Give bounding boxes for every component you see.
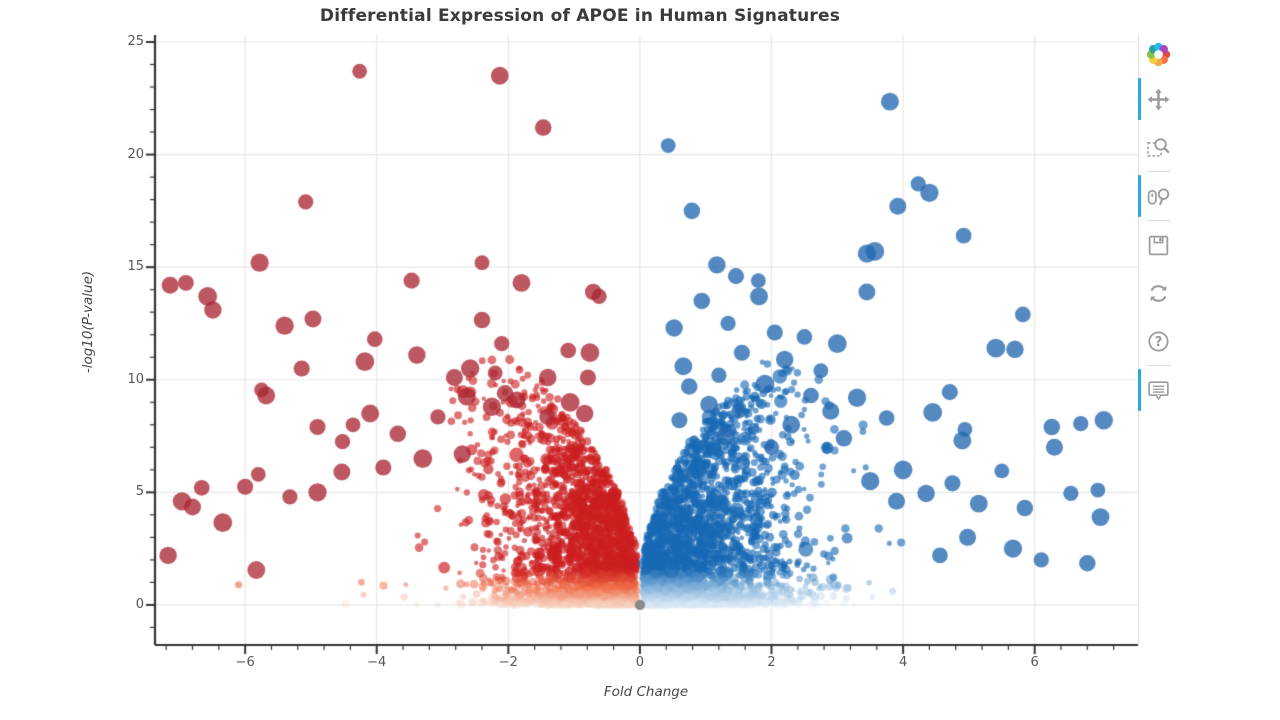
y-axis-title: -log10(P-value)	[80, 270, 96, 374]
tool-hover-button[interactable]	[1146, 378, 1171, 403]
tool-wheel-zoom-button-cell	[1138, 172, 1178, 220]
move-icon	[1147, 88, 1169, 110]
plot-toolbar: ?	[1138, 33, 1180, 414]
tool-box-zoom-button-cell	[1138, 123, 1178, 171]
reset-icon	[1150, 284, 1166, 302]
tool-save-button-cell	[1138, 221, 1178, 269]
y-tick-label: 15	[127, 259, 144, 275]
bokeh-logo-link-cell	[1138, 33, 1178, 75]
tool-help-button-cell: ?	[1138, 317, 1178, 365]
y-tick-label: 10	[127, 371, 144, 387]
help-icon: ?	[1147, 330, 1169, 352]
active-tool-indicator	[1138, 78, 1141, 120]
bokeh-logo	[1146, 42, 1170, 66]
x-tick-label: −6	[235, 655, 255, 670]
save-icon	[1148, 235, 1168, 255]
tool-reset-button-cell	[1138, 269, 1178, 317]
toolbar-divider	[1138, 35, 1139, 645]
y-tick-label: 5	[135, 484, 144, 500]
toolbar-separator	[1147, 171, 1171, 172]
x-tick-label: 4	[898, 655, 908, 670]
x-axis-title: Fold Change	[603, 684, 689, 700]
toolbar-separator	[1147, 220, 1171, 221]
x-tick-label: 0	[635, 655, 645, 670]
active-tool-indicator	[1138, 369, 1141, 411]
tool-box-zoom-button[interactable]	[1146, 135, 1171, 160]
x-tick-label: −4	[367, 655, 387, 670]
x-tick-label: −2	[498, 655, 518, 670]
tool-hover-button-cell	[1138, 366, 1178, 414]
box-zoom-icon	[1146, 137, 1169, 157]
x-tick-label: 2	[767, 655, 776, 670]
tool-pan-button[interactable]	[1146, 87, 1171, 112]
y-tick-label: 0	[135, 596, 144, 612]
tool-reset-button[interactable]	[1146, 281, 1171, 306]
active-tool-indicator	[1138, 175, 1141, 217]
y-tick-label: 20	[127, 146, 144, 162]
toolbar-separator	[1147, 365, 1171, 366]
svg-text:?: ?	[1154, 334, 1162, 349]
wheel-zoom-icon	[1147, 187, 1169, 205]
bokeh-logo-link[interactable]	[1146, 42, 1171, 67]
tool-pan-button-cell	[1138, 75, 1178, 123]
hover-icon	[1147, 380, 1169, 400]
tool-help-button[interactable]: ?	[1146, 329, 1171, 354]
tool-wheel-zoom-button[interactable]	[1146, 184, 1171, 209]
x-tick-label: 6	[1030, 655, 1039, 670]
tool-save-button[interactable]	[1146, 233, 1171, 258]
y-tick-label: 25	[127, 33, 144, 49]
